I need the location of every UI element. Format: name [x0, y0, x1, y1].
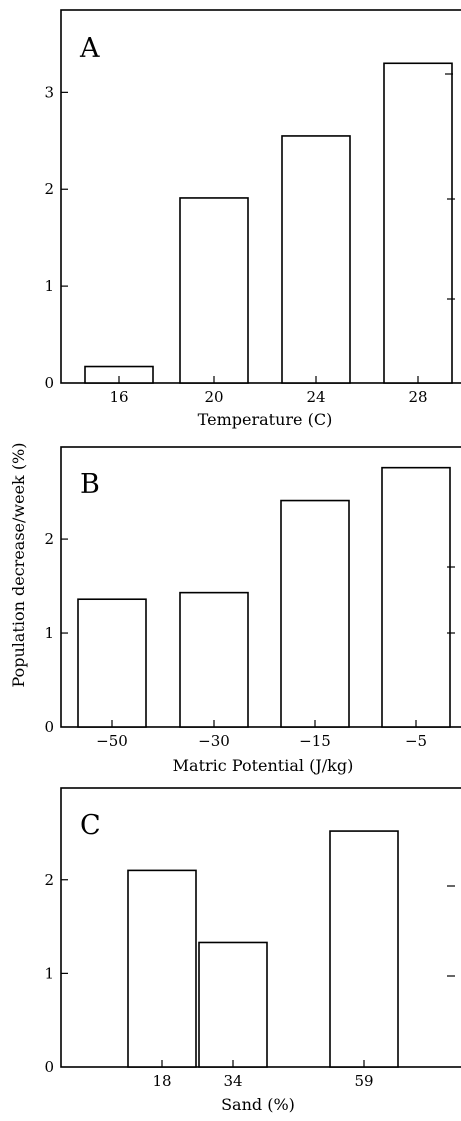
x-tick-label-b--30: −30 [198, 732, 230, 750]
y-tick-label-c-1: 1 [44, 964, 54, 982]
panel-a-x-ticks: 16 20 24 28 [109, 376, 428, 406]
panel-b-x-axis-title: Matric Potential (J/kg) [173, 756, 354, 775]
x-tick-label-a-20: 20 [204, 388, 223, 406]
y-tick-label-b-0: 0 [44, 718, 54, 736]
x-tick-label-a-16: 16 [109, 388, 128, 406]
bar-c-18 [127, 869, 197, 1068]
y-tick-label-b-1: 1 [44, 624, 54, 642]
bar-a-20 [179, 197, 249, 384]
bar-c-34 [198, 941, 268, 1068]
bar-a-24 [281, 135, 351, 384]
panel-a-x-axis-title: Temperature (C) [198, 410, 333, 429]
bar-b--30 [179, 591, 249, 728]
y-tick-label-c-2: 2 [44, 871, 54, 889]
y-tick-label-a-3: 3 [44, 83, 54, 101]
x-tick-label-b--50: −50 [96, 732, 128, 750]
panel-c-y-ticks: 0 1 2 [44, 871, 68, 1076]
panel-c-x-axis-title: Sand (%) [221, 1095, 295, 1114]
panel-c-label: C [80, 810, 101, 841]
panel-a-frame [60, 9, 461, 384]
bar-b--5 [381, 466, 451, 728]
panel-b-x-ticks: −50 −30 −15 −5 [96, 720, 427, 750]
y-tick-label-a-0: 0 [44, 374, 54, 392]
y-tick-label-b-2: 2 [44, 530, 54, 548]
bar-b--50 [77, 598, 147, 728]
panel-a-label: A [79, 33, 100, 64]
panel-b-bars [77, 466, 451, 728]
panel-b-label: B [80, 469, 100, 500]
x-tick-label-b--15: −15 [299, 732, 331, 750]
panel-a-y-ticks: 0 1 2 3 [44, 83, 68, 392]
panel-a-bars [84, 62, 453, 384]
panel-c-x-ticks: 18 34 59 [152, 1060, 374, 1090]
panel-b: B 0 1 2 −50 −30 −15 −5 Matric Potential (J/kg… [44, 446, 461, 775]
y-axis-title: Population decrease/week (%) [9, 442, 28, 687]
x-tick-label-c-34: 34 [223, 1072, 242, 1090]
bar-b--15 [280, 499, 350, 728]
x-tick-label-c-59: 59 [354, 1072, 373, 1090]
y-tick-label-a-2: 2 [44, 180, 54, 198]
panel-b-frame [60, 446, 461, 728]
x-tick-label-a-24: 24 [306, 388, 325, 406]
panel-a: A 0 1 2 3 16 20 24 28 Temperature (C) [44, 9, 461, 429]
panel-b-y-ticks: 0 1 2 [44, 530, 68, 736]
bar-c-59 [329, 830, 399, 1068]
x-tick-label-b--5: −5 [405, 732, 427, 750]
x-tick-label-a-28: 28 [408, 388, 427, 406]
panel-c: C 0 1 2 18 34 59 Sand (%) [44, 787, 461, 1114]
y-tick-label-c-0: 0 [44, 1058, 54, 1076]
panel-c-bars [127, 830, 399, 1068]
x-tick-label-c-18: 18 [152, 1072, 171, 1090]
bar-a-28 [383, 62, 453, 384]
y-tick-label-a-1: 1 [44, 277, 54, 295]
